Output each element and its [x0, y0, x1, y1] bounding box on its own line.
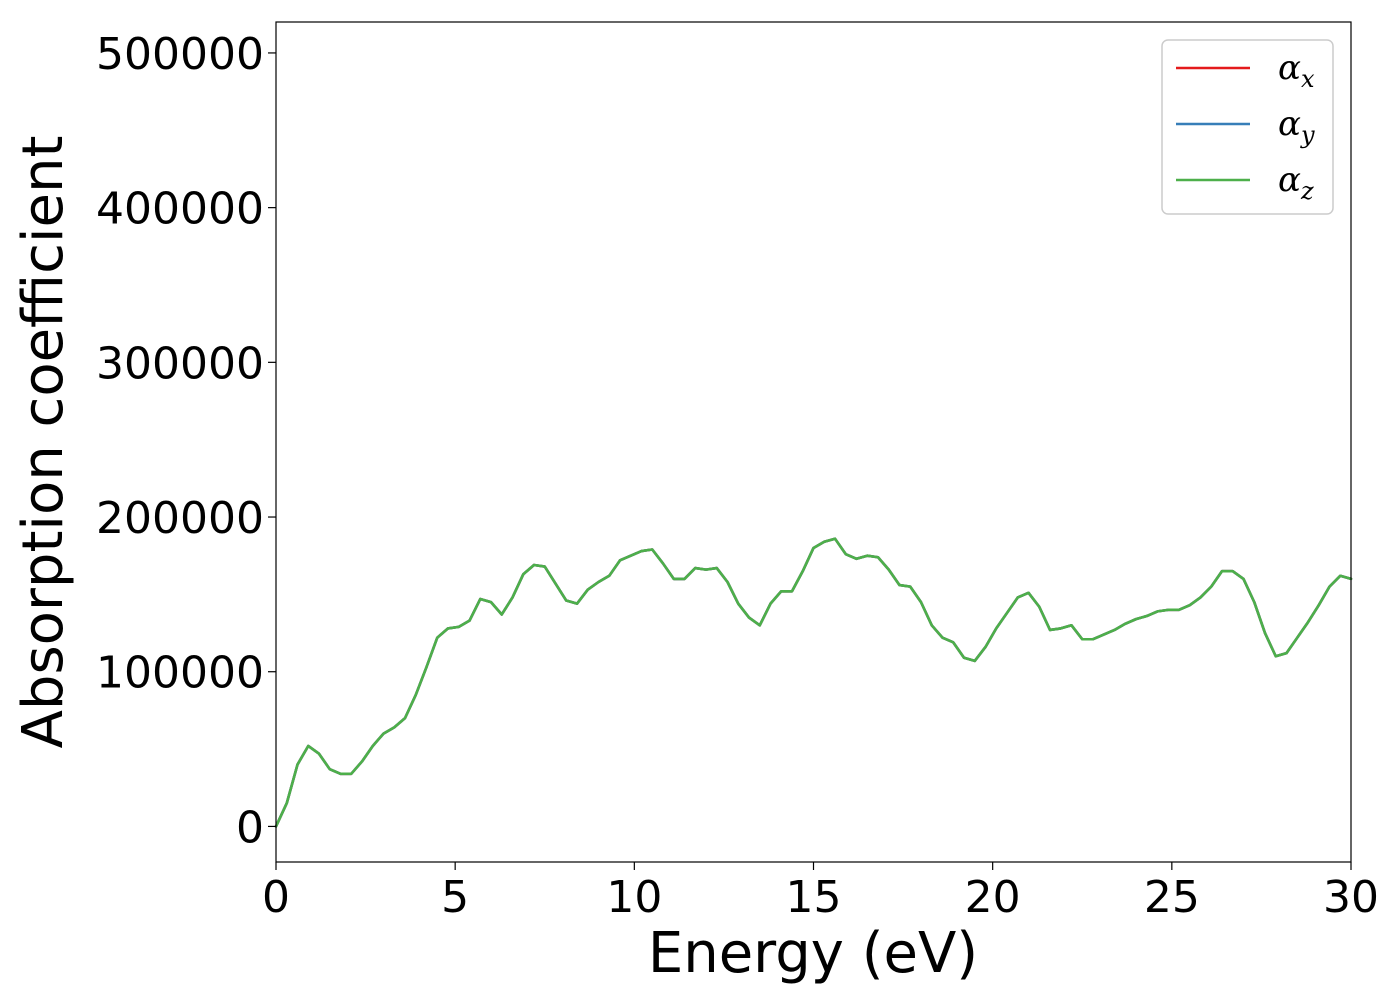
x-tick-label: 5 — [441, 872, 469, 923]
y-axis: 0 100000 200000 300000 400000 500000 — [96, 29, 276, 853]
x-axis-label: Energy (eV) — [648, 921, 978, 986]
series-layer — [274, 537, 1353, 828]
series-line-z — [274, 537, 1353, 828]
y-axis-label: Absorption coefficient — [11, 136, 76, 749]
x-tick-label: 20 — [965, 872, 1021, 923]
x-axis: 0 5 10 15 20 25 30 — [262, 862, 1379, 923]
x-tick-label: 25 — [1144, 872, 1200, 923]
x-tick-label: 15 — [786, 872, 842, 923]
y-tick-label: 400000 — [96, 184, 264, 235]
y-tick-label: 500000 — [96, 29, 264, 80]
legend: αx αy αz — [1161, 39, 1334, 215]
y-tick-label: 100000 — [96, 648, 264, 699]
legend-label-y: αy — [1278, 104, 1315, 149]
x-tick-label: 10 — [606, 872, 662, 923]
y-tick-label: 0 — [236, 802, 264, 853]
y-tick-label: 200000 — [96, 493, 264, 544]
x-tick-label: 0 — [262, 872, 290, 923]
legend-frame — [1161, 39, 1334, 215]
y-tick-label: 300000 — [96, 338, 264, 389]
x-tick-label: 30 — [1323, 872, 1379, 923]
legend-label-x: αx — [1278, 48, 1315, 93]
legend-label-z: αz — [1278, 160, 1314, 205]
